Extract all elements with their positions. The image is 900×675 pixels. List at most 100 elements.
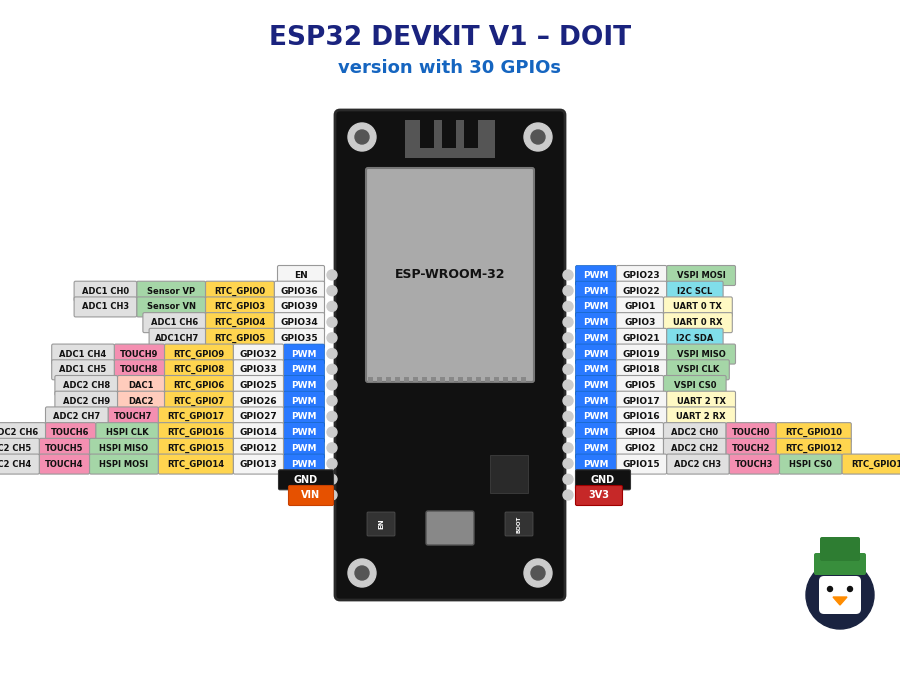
FancyBboxPatch shape xyxy=(158,438,233,458)
FancyBboxPatch shape xyxy=(284,423,325,443)
Text: ADC1 CH3: ADC1 CH3 xyxy=(82,302,129,311)
FancyBboxPatch shape xyxy=(616,438,663,458)
FancyBboxPatch shape xyxy=(274,313,325,333)
Text: GPIO33: GPIO33 xyxy=(239,365,277,374)
Text: RTC_GPIO12: RTC_GPIO12 xyxy=(785,443,842,453)
FancyBboxPatch shape xyxy=(505,512,533,536)
FancyBboxPatch shape xyxy=(205,328,274,348)
FancyBboxPatch shape xyxy=(205,281,274,301)
Text: ADC2 CH3: ADC2 CH3 xyxy=(674,460,722,468)
FancyBboxPatch shape xyxy=(616,344,667,364)
Text: ADC1 CH5: ADC1 CH5 xyxy=(59,365,106,374)
Circle shape xyxy=(563,333,573,343)
Circle shape xyxy=(563,302,573,311)
Circle shape xyxy=(848,587,852,591)
FancyBboxPatch shape xyxy=(233,360,284,380)
FancyBboxPatch shape xyxy=(284,360,325,380)
FancyBboxPatch shape xyxy=(233,407,284,427)
FancyBboxPatch shape xyxy=(74,281,137,301)
Text: GPIO17: GPIO17 xyxy=(623,397,661,406)
FancyBboxPatch shape xyxy=(667,328,723,348)
Text: PWM: PWM xyxy=(583,397,608,406)
FancyBboxPatch shape xyxy=(729,454,779,474)
Text: RTC_GPIO4: RTC_GPIO4 xyxy=(214,318,266,327)
Text: UART 0 RX: UART 0 RX xyxy=(673,318,723,327)
Text: PWM: PWM xyxy=(583,428,608,437)
Text: ESP32 DEVKIT V1 – DOIT: ESP32 DEVKIT V1 – DOIT xyxy=(269,25,631,51)
FancyBboxPatch shape xyxy=(616,328,667,348)
Text: ADC1 CH6: ADC1 CH6 xyxy=(150,318,198,327)
FancyBboxPatch shape xyxy=(616,407,667,427)
Circle shape xyxy=(327,270,337,280)
Text: GPIO14: GPIO14 xyxy=(239,428,277,437)
FancyBboxPatch shape xyxy=(274,328,325,348)
Text: ADC2 CH7: ADC2 CH7 xyxy=(53,412,101,421)
FancyBboxPatch shape xyxy=(284,344,325,364)
FancyBboxPatch shape xyxy=(108,407,158,427)
FancyBboxPatch shape xyxy=(467,377,472,382)
FancyBboxPatch shape xyxy=(74,297,137,317)
Text: ADC1 CH0: ADC1 CH0 xyxy=(82,287,129,296)
FancyBboxPatch shape xyxy=(165,392,233,411)
FancyBboxPatch shape xyxy=(95,423,158,443)
Text: PWM: PWM xyxy=(292,381,317,390)
Circle shape xyxy=(327,317,337,327)
Circle shape xyxy=(563,364,573,374)
FancyBboxPatch shape xyxy=(458,377,463,382)
FancyBboxPatch shape xyxy=(575,454,616,474)
FancyBboxPatch shape xyxy=(284,438,325,458)
Text: GPIO27: GPIO27 xyxy=(239,412,277,421)
FancyBboxPatch shape xyxy=(575,423,616,443)
FancyBboxPatch shape xyxy=(40,454,89,474)
Text: TOUCH9: TOUCH9 xyxy=(121,350,158,358)
Text: GPIO12: GPIO12 xyxy=(239,444,277,453)
FancyBboxPatch shape xyxy=(205,313,274,333)
FancyBboxPatch shape xyxy=(277,265,325,286)
Circle shape xyxy=(327,380,337,390)
FancyBboxPatch shape xyxy=(449,377,454,382)
Text: GPIO3: GPIO3 xyxy=(625,318,656,327)
Circle shape xyxy=(524,123,552,151)
Text: PWM: PWM xyxy=(583,460,608,468)
FancyBboxPatch shape xyxy=(386,377,391,382)
FancyBboxPatch shape xyxy=(667,360,729,380)
Text: GPIO4: GPIO4 xyxy=(625,428,656,437)
Text: PWM: PWM xyxy=(292,365,317,374)
FancyBboxPatch shape xyxy=(149,328,205,348)
Text: RTC_GPIO10: RTC_GPIO10 xyxy=(786,428,842,437)
FancyBboxPatch shape xyxy=(490,455,528,493)
FancyBboxPatch shape xyxy=(367,512,395,536)
Text: GPIO34: GPIO34 xyxy=(281,318,319,327)
FancyBboxPatch shape xyxy=(55,392,118,411)
Text: RTC_GPIO15: RTC_GPIO15 xyxy=(167,443,224,453)
Text: PWM: PWM xyxy=(583,381,608,390)
Text: GPIO32: GPIO32 xyxy=(239,350,277,358)
FancyBboxPatch shape xyxy=(726,423,777,443)
Circle shape xyxy=(563,317,573,327)
FancyBboxPatch shape xyxy=(165,375,233,396)
Text: PWM: PWM xyxy=(292,412,317,421)
Circle shape xyxy=(825,584,835,594)
Circle shape xyxy=(845,584,855,594)
Text: PWM: PWM xyxy=(583,287,608,296)
Circle shape xyxy=(327,333,337,343)
Text: TOUCH7: TOUCH7 xyxy=(114,412,152,421)
FancyBboxPatch shape xyxy=(0,438,40,458)
FancyBboxPatch shape xyxy=(55,375,118,396)
FancyBboxPatch shape xyxy=(616,313,663,333)
FancyBboxPatch shape xyxy=(233,438,284,458)
Text: EN: EN xyxy=(294,271,308,280)
Text: UART 2 TX: UART 2 TX xyxy=(677,397,725,406)
Text: TOUCH4: TOUCH4 xyxy=(45,460,84,468)
Text: RTC_GPIO5: RTC_GPIO5 xyxy=(214,333,266,343)
FancyBboxPatch shape xyxy=(575,392,616,411)
Text: VSPI CS0: VSPI CS0 xyxy=(673,381,716,390)
Circle shape xyxy=(806,561,874,629)
Circle shape xyxy=(327,412,337,421)
Text: RTC_GPIO9: RTC_GPIO9 xyxy=(174,350,224,358)
FancyBboxPatch shape xyxy=(46,407,108,427)
FancyBboxPatch shape xyxy=(494,377,499,382)
FancyBboxPatch shape xyxy=(464,120,478,148)
FancyBboxPatch shape xyxy=(377,377,382,382)
Text: PWM: PWM xyxy=(583,334,608,343)
